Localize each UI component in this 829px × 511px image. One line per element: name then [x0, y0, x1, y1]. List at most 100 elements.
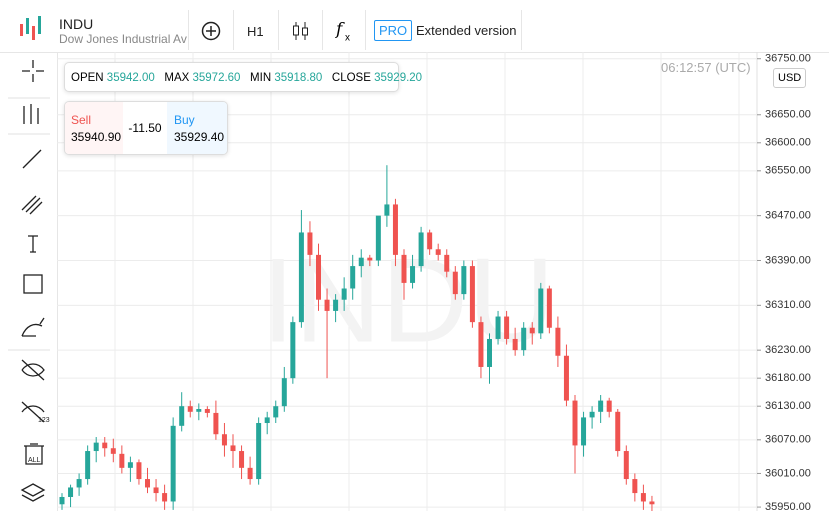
- candle-body: [316, 254, 321, 300]
- candle-body: [487, 338, 492, 367]
- y-tick-label: 36650.00: [765, 109, 811, 121]
- close-label: CLOSE: [331, 72, 371, 84]
- candle-body: [401, 254, 407, 283]
- candle-body: [119, 453, 125, 468]
- open-value: 35942.00: [106, 72, 155, 84]
- sell-button[interactable]: Sell 35940.90: [65, 102, 123, 154]
- trade-panel: Sell 35940.90 -11.50 Buy 35929.40: [64, 101, 228, 155]
- min-value: 35918.80: [274, 72, 323, 84]
- trash-tool[interactable]: [24, 443, 44, 465]
- timeframe-button[interactable]: H1: [247, 24, 264, 39]
- candle-body: [649, 501, 655, 505]
- clock: 06:12:57 (UTC): [661, 60, 751, 75]
- candle-body: [598, 400, 604, 412]
- candle-body: [153, 487, 159, 494]
- candle-body: [615, 411, 621, 452]
- max-label: MAX: [164, 72, 190, 84]
- candle-body: [68, 487, 74, 497]
- shape-tool[interactable]: [23, 274, 43, 294]
- left-toolbar: [0, 52, 58, 511]
- candle-body: [606, 400, 612, 412]
- candle-body: [392, 204, 398, 255]
- candle-body: [504, 316, 510, 339]
- text-tool[interactable]: [28, 235, 38, 253]
- crosshair-tool[interactable]: [22, 60, 44, 82]
- symbol-name: Dow Jones Industrial Ave: [59, 32, 187, 46]
- y-tick-label: 36180.00: [765, 372, 811, 384]
- pro-badge[interactable]: PRO: [374, 20, 413, 41]
- trash-label: ALL: [28, 457, 41, 464]
- candle-body: [102, 442, 108, 449]
- close-value: 35929.20: [374, 72, 423, 84]
- chart-type-button[interactable]: [291, 20, 311, 42]
- candle-body: [127, 462, 133, 468]
- fib-tool[interactable]: [21, 195, 43, 215]
- candle-body: [179, 406, 185, 426]
- pattern-tool[interactable]: [21, 401, 45, 423]
- candle-body: [162, 493, 168, 502]
- hide-tool[interactable]: [21, 359, 45, 381]
- svg-text:f: f: [334, 20, 345, 40]
- candle-body: [145, 479, 150, 488]
- candle-body: [384, 204, 390, 216]
- y-tick-label: 35950.00: [765, 501, 811, 511]
- candle-body: [435, 249, 441, 255]
- candle-body: [239, 451, 245, 468]
- buy-button[interactable]: Buy 35929.40: [167, 102, 227, 154]
- candle-body: [589, 411, 595, 418]
- candle-body: [196, 409, 202, 412]
- candle-body: [623, 451, 629, 480]
- candle-body: [367, 257, 373, 261]
- y-tick-label: 36600.00: [765, 137, 811, 149]
- candle-body: [204, 409, 210, 413]
- layers-tool[interactable]: [20, 483, 46, 502]
- max-value: 35972.60: [192, 72, 241, 84]
- currency-button[interactable]: USD: [773, 68, 807, 88]
- symbol: INDU: [59, 16, 94, 32]
- candle-body: [247, 467, 253, 480]
- candle-body: [290, 322, 296, 379]
- candle-body: [350, 266, 356, 289]
- candle-body: [418, 232, 424, 267]
- candle-body: [427, 232, 433, 250]
- candle-body: [298, 232, 304, 323]
- min-label: MIN: [250, 72, 272, 84]
- sell-label: Sell: [71, 113, 92, 127]
- y-tick-label: 36310.00: [765, 299, 811, 311]
- candle-body: [546, 288, 552, 328]
- candle-body: [307, 232, 313, 255]
- y-tick-label: 36470.00: [765, 210, 811, 222]
- candle-body: [563, 355, 569, 401]
- y-tick-label: 36550.00: [765, 165, 811, 177]
- candle-body: [572, 400, 578, 446]
- y-tick-label: 36750.00: [765, 53, 811, 65]
- open-label: OPEN: [71, 72, 104, 84]
- extended-version[interactable]: Extended version: [416, 23, 517, 38]
- tool-icons: 123 ALL: [8, 60, 50, 502]
- candle-body: [59, 496, 65, 505]
- pattern-label: 123: [38, 417, 50, 424]
- candle-body: [85, 451, 91, 480]
- candle-body: [410, 266, 416, 283]
- y-tick-label: 36390.00: [765, 254, 811, 266]
- buy-price: 35929.40: [174, 130, 225, 144]
- logo: [20, 16, 41, 40]
- brush-tool[interactable]: [21, 317, 45, 337]
- watermark: INDU: [261, 234, 554, 368]
- candle-body: [461, 266, 467, 295]
- bars-tool[interactable]: [23, 104, 39, 124]
- candle-body: [110, 448, 116, 454]
- candle-body: [213, 412, 219, 435]
- candle-body: [452, 271, 458, 295]
- line-tool[interactable]: [22, 149, 42, 169]
- ohlc-panel: OPEN 35942.00 MAX 35972.60 MIN 35918.80 …: [64, 62, 422, 92]
- y-tick-label: 36070.00: [765, 434, 811, 446]
- candle-body: [273, 406, 279, 418]
- candle-body: [170, 425, 176, 502]
- candle-body: [478, 322, 484, 367]
- add-button[interactable]: [200, 20, 222, 42]
- candle-body: [333, 299, 339, 311]
